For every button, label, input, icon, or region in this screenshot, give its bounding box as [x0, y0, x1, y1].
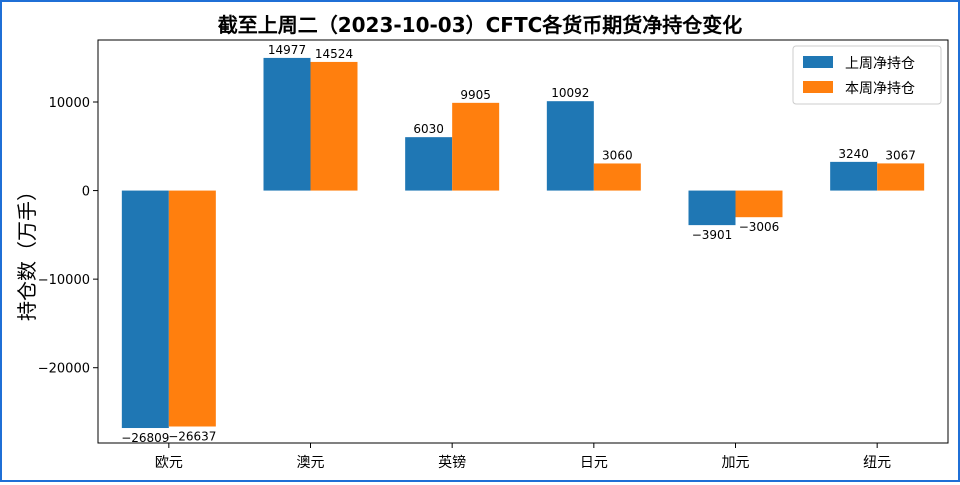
x-tick-label: 欧元: [155, 455, 183, 471]
bar-last-week: [405, 137, 453, 191]
data-label: 14977: [268, 43, 306, 57]
bar-last-week: [546, 101, 594, 191]
bar-this-week: [877, 163, 925, 191]
chart-title: 截至上周二（2023-10-03）CFTC各货币期货净持仓变化: [218, 13, 743, 37]
bar-last-week: [688, 190, 736, 226]
bar-this-week: [452, 102, 500, 191]
legend-label: 本周净持仓: [845, 81, 915, 97]
legend-swatch: [803, 81, 833, 93]
data-label: 3067: [885, 148, 916, 162]
data-label: −26637: [168, 429, 216, 443]
data-label: −3006: [739, 220, 780, 234]
plot-area: −26809 14977 6030 10092 −3901 3240 −26637 14524…: [38, 39, 949, 471]
y-tick-label: 0: [82, 185, 90, 200]
data-label: 3060: [602, 148, 633, 162]
y-axis-label: 持仓数（万手）: [15, 181, 39, 321]
x-tick-label: 日元: [580, 455, 608, 471]
bar-this-week: [593, 163, 641, 191]
legend-swatch: [803, 56, 833, 68]
legend-label: 上周净持仓: [845, 56, 915, 72]
bar-this-week: [168, 190, 216, 427]
data-label: 3240: [838, 147, 869, 161]
bar-last-week: [121, 190, 169, 429]
bar-this-week: [310, 61, 358, 191]
data-label: −26809: [121, 431, 169, 445]
data-label: 9905: [460, 88, 491, 102]
bar-last-week: [830, 161, 878, 191]
data-label: 6030: [413, 122, 444, 136]
y-tick-label: −10000: [38, 273, 90, 288]
x-tick-label: 英镑: [438, 454, 466, 471]
x-tick-label: 澳元: [297, 455, 325, 471]
x-tick-label: 加元: [722, 455, 750, 471]
bar-this-week: [735, 190, 783, 218]
bar-last-week: [263, 57, 311, 191]
y-tick-label: −20000: [38, 362, 90, 377]
x-tick-label: 纽元: [863, 455, 891, 471]
axes-frame: [97, 39, 949, 444]
data-label: 14524: [315, 47, 353, 61]
y-tick-label: 10000: [49, 96, 90, 111]
data-label: 10092: [551, 86, 589, 100]
data-label: −3901: [692, 228, 733, 242]
